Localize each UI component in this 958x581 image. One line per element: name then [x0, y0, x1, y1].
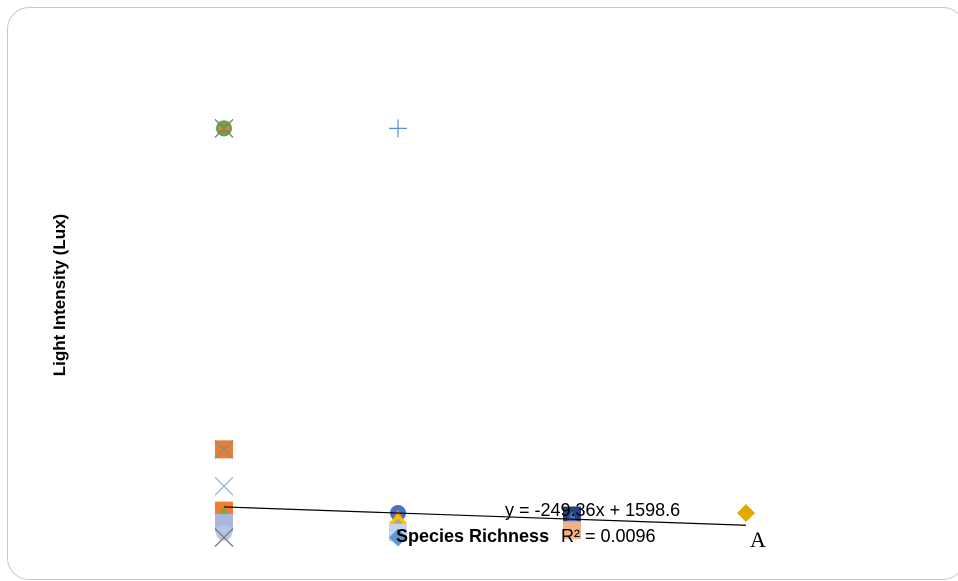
- data-point-5-0: [214, 439, 234, 459]
- data-point-11-0: [214, 528, 234, 548]
- data-point-2-0: [214, 118, 234, 138]
- data-point-17-0: [389, 528, 407, 547]
- data-point-6-0: [214, 476, 234, 496]
- data-points: [214, 118, 755, 548]
- trendline: [223, 506, 747, 526]
- y-axis-label: Light Intensity (Lux): [50, 214, 69, 376]
- chart-area: [7, 7, 958, 580]
- data-point-10-0: [216, 524, 232, 541]
- data-point-21-0: [737, 504, 755, 523]
- trendline-group: [223, 506, 747, 526]
- data-point-20-0: [563, 521, 581, 540]
- annotation-label: A: [750, 527, 766, 552]
- x-axis-label: Species Richness: [396, 526, 549, 546]
- trendline-equation: y = -249.36x + 1598.6: [505, 500, 680, 520]
- data-point-3-0: [389, 119, 407, 138]
- trendline-r-squared: R² = 0.0096: [561, 526, 656, 546]
